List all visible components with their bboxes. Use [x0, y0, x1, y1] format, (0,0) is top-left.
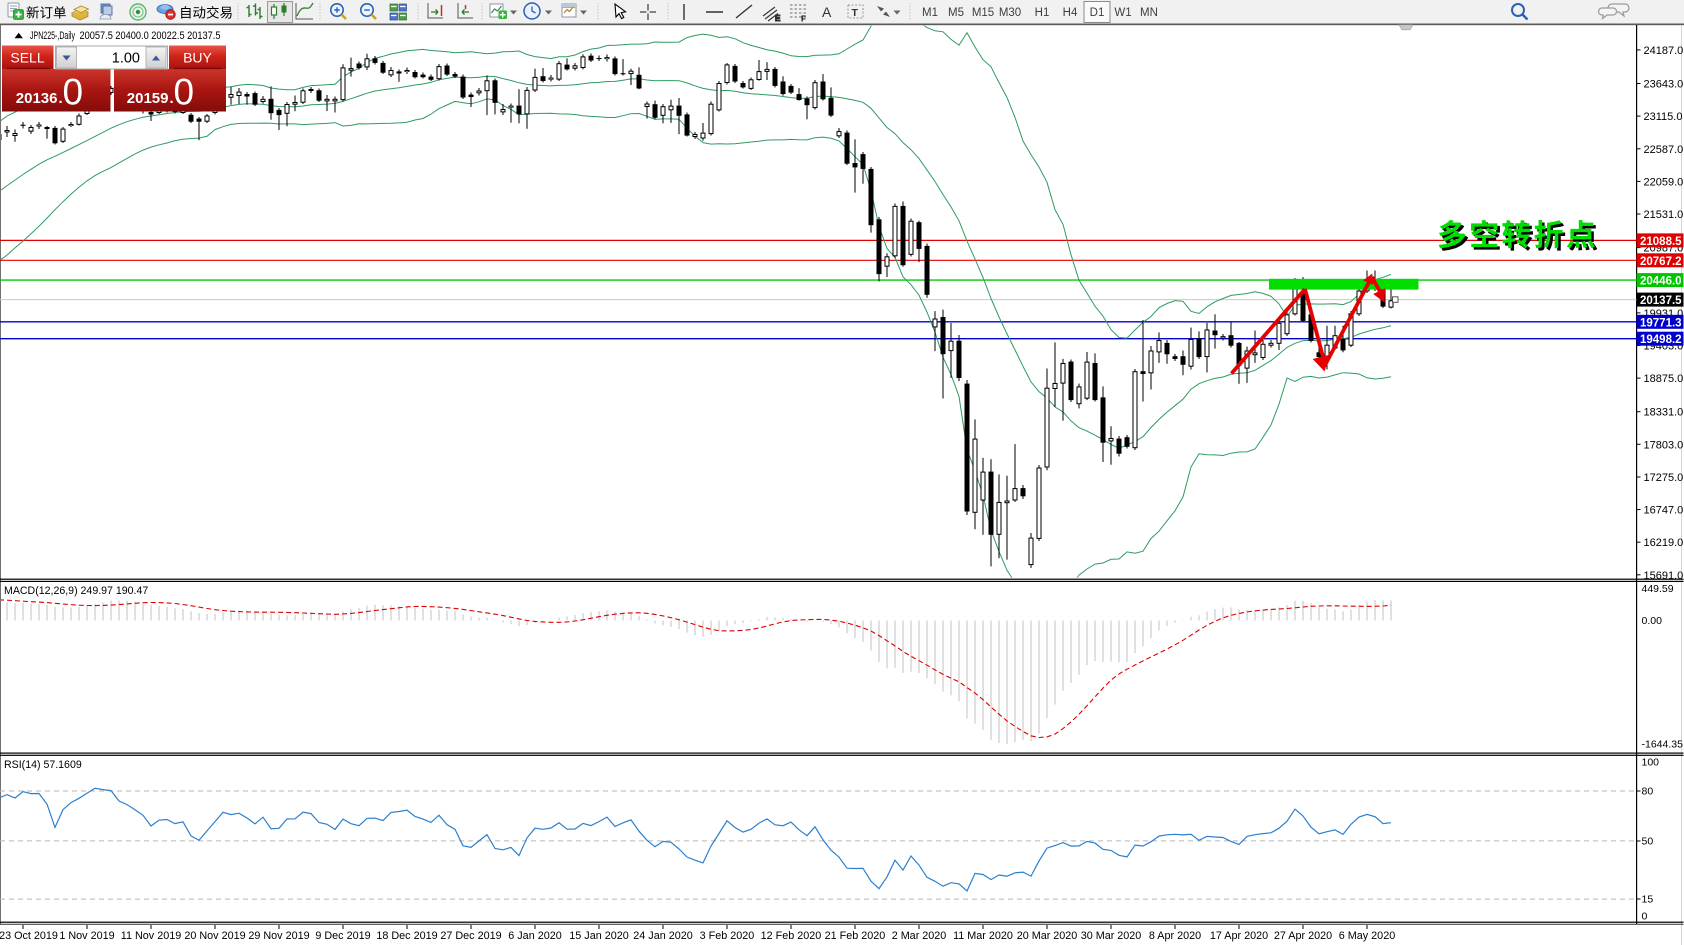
svg-text:15691.0: 15691.0 — [1644, 570, 1684, 582]
svg-text:20 Nov 2019: 20 Nov 2019 — [184, 930, 245, 942]
svg-text:E: E — [775, 14, 781, 23]
svg-text:20137.5: 20137.5 — [1640, 295, 1682, 307]
svg-text:21531.0: 21531.0 — [1644, 209, 1684, 221]
svg-text:0: 0 — [63, 72, 84, 113]
svg-text:50: 50 — [1642, 836, 1654, 848]
svg-text:19771.3: 19771.3 — [1640, 317, 1682, 329]
svg-text:8 Apr 2020: 8 Apr 2020 — [1149, 930, 1201, 942]
svg-text:M30: M30 — [999, 7, 1021, 19]
svg-text:SELL: SELL — [10, 50, 44, 66]
svg-text:17803.0: 17803.0 — [1644, 439, 1684, 451]
svg-text:BUY: BUY — [183, 50, 212, 66]
svg-text:16747.0: 16747.0 — [1644, 505, 1684, 517]
svg-text:17 Apr 2020: 17 Apr 2020 — [1210, 930, 1268, 942]
svg-text:H4: H4 — [1063, 7, 1078, 19]
svg-text:MN: MN — [1140, 7, 1158, 19]
svg-text:M15: M15 — [972, 7, 994, 19]
svg-text:15 Jan 2020: 15 Jan 2020 — [569, 930, 628, 942]
svg-text:M5: M5 — [948, 7, 964, 19]
svg-text:11 Nov 2019: 11 Nov 2019 — [121, 930, 181, 942]
svg-text:80: 80 — [1642, 786, 1654, 798]
svg-text:30 Mar 2020: 30 Mar 2020 — [1081, 930, 1142, 942]
svg-text:21088.5: 21088.5 — [1640, 236, 1682, 248]
svg-text:0: 0 — [174, 72, 195, 113]
svg-text:1.00: 1.00 — [112, 51, 140, 67]
svg-text:100: 100 — [1642, 757, 1660, 769]
svg-text:27 Apr 2020: 27 Apr 2020 — [1274, 930, 1332, 942]
svg-text:A: A — [822, 4, 832, 20]
svg-text:449.59: 449.59 — [1642, 583, 1674, 595]
svg-text:23115.0: 23115.0 — [1644, 111, 1683, 123]
svg-text:20 Mar 2020: 20 Mar 2020 — [1017, 930, 1078, 942]
svg-text:RSI(14) 57.1609: RSI(14) 57.1609 — [4, 759, 82, 771]
svg-text:18 Dec 2019: 18 Dec 2019 — [376, 930, 437, 942]
svg-text:MACD(12,26,9) 249.97 190.47: MACD(12,26,9) 249.97 190.47 — [4, 585, 148, 597]
svg-text:18875.0: 18875.0 — [1644, 373, 1684, 385]
svg-text:0: 0 — [1642, 911, 1648, 923]
svg-text:20136: 20136 — [16, 90, 58, 107]
svg-text:M1: M1 — [922, 7, 938, 19]
svg-text:1 Nov 2019: 1 Nov 2019 — [59, 930, 114, 942]
svg-text:0.00: 0.00 — [1642, 615, 1663, 627]
svg-text:24187.0: 24187.0 — [1644, 45, 1684, 57]
svg-text:3 Feb 2020: 3 Feb 2020 — [700, 930, 755, 942]
svg-text:6 Jan 2020: 6 Jan 2020 — [508, 930, 561, 942]
svg-text:6 May 2020: 6 May 2020 — [1339, 930, 1395, 942]
svg-text:D1: D1 — [1090, 7, 1105, 19]
svg-text:T: T — [852, 7, 859, 19]
svg-text:23643.0: 23643.0 — [1644, 79, 1684, 91]
svg-text:17275.0: 17275.0 — [1644, 472, 1684, 484]
svg-text:22059.0: 22059.0 — [1644, 176, 1684, 188]
svg-text:20446.0: 20446.0 — [1640, 276, 1682, 288]
svg-text:JPN225-,Daily: JPN225-,Daily — [30, 30, 75, 42]
svg-text:W1: W1 — [1114, 7, 1131, 19]
svg-text:21 Feb 2020: 21 Feb 2020 — [825, 930, 886, 942]
svg-text:-1644.35: -1644.35 — [1642, 739, 1684, 751]
svg-text:27 Dec 2019: 27 Dec 2019 — [440, 930, 501, 942]
svg-text:29 Nov 2019: 29 Nov 2019 — [248, 930, 309, 942]
svg-text:11 Mar 2020: 11 Mar 2020 — [953, 930, 1013, 942]
svg-text:12 Feb 2020: 12 Feb 2020 — [761, 930, 822, 942]
svg-text:18331.0: 18331.0 — [1644, 407, 1684, 419]
svg-text:16219.0: 16219.0 — [1644, 537, 1684, 549]
svg-text:.: . — [59, 90, 63, 107]
svg-text:.: . — [170, 90, 174, 107]
svg-text:F: F — [801, 15, 806, 24]
svg-text:23 Oct 2019: 23 Oct 2019 — [0, 930, 58, 942]
svg-text:2 Mar 2020: 2 Mar 2020 — [892, 930, 947, 942]
svg-text:20767.2: 20767.2 — [1640, 256, 1682, 268]
svg-text:20057.5 20400.0 20022.5 20137.: 20057.5 20400.0 20022.5 20137.5 — [80, 30, 221, 42]
svg-text:15: 15 — [1642, 894, 1654, 906]
svg-text:20159: 20159 — [127, 90, 169, 107]
svg-text:H1: H1 — [1035, 7, 1050, 19]
svg-text:22587.0: 22587.0 — [1644, 144, 1684, 156]
svg-text:24 Jan 2020: 24 Jan 2020 — [633, 930, 692, 942]
svg-text:9 Dec 2019: 9 Dec 2019 — [315, 930, 370, 942]
svg-text:19498.2: 19498.2 — [1640, 334, 1682, 346]
